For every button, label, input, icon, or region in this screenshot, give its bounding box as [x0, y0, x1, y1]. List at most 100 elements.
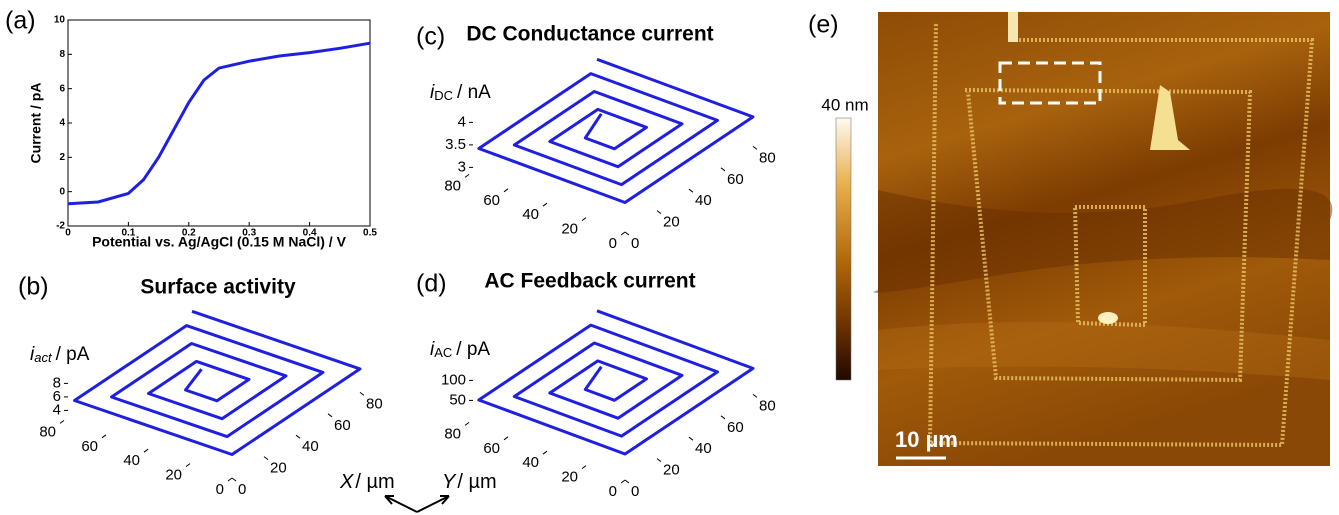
y-tick [625, 480, 629, 483]
x-tick-label: 20 [561, 221, 578, 238]
colorbar [836, 118, 851, 380]
y-tick-label: 20 [270, 460, 287, 477]
y-tick [689, 437, 693, 440]
z-axis-label: iAC/ pA [430, 339, 490, 360]
y-tick-label: 40 [695, 192, 712, 209]
spiral-trace [479, 59, 753, 202]
y-tick-label: 40 [695, 440, 712, 457]
x-tick-label: 0 [609, 483, 617, 500]
z-axis-label: iact/ pA [30, 344, 90, 365]
y-tick [264, 457, 268, 460]
y-axis-key: Y/ µm [442, 471, 497, 493]
x-tick-label: 0 [65, 228, 71, 239]
y-tick-label: 4 [59, 118, 65, 129]
x-tick [465, 422, 469, 425]
y-tick-label: 0 [631, 483, 639, 500]
x-tick [60, 420, 64, 423]
axis-unit: / µm [457, 471, 496, 493]
x-tick-label: 0 [609, 235, 617, 252]
x-tick [621, 232, 625, 235]
axis-unit: / µm [355, 471, 394, 493]
axis-symbol: Y [442, 471, 457, 493]
z-subscript: AC [434, 345, 452, 360]
y-tick [753, 146, 757, 149]
y-tick [721, 168, 725, 171]
x-tick-label: 40 [522, 454, 539, 471]
x-tick [621, 480, 625, 483]
x-axis-key: X/ µm [339, 471, 395, 493]
y-tick-label: 60 [727, 171, 744, 188]
y-tick-label: 40 [302, 438, 319, 455]
x-tick-label: 40 [123, 452, 140, 469]
y-tick-label: 2 [59, 152, 65, 163]
y-tick-label: 8 [59, 49, 65, 60]
x-tick-label: 80 [39, 423, 56, 440]
y-tick [232, 478, 236, 481]
scale-bar-label: 10 µm [895, 427, 958, 452]
axes-key-arrows [385, 496, 449, 512]
y-tick-label: 6 [59, 83, 65, 94]
y-tick [657, 211, 661, 214]
y-tick-label: 80 [759, 397, 776, 414]
x-axis-label: Potential vs. Ag/AgCl (0.15 M NaCl) / V [92, 234, 347, 250]
panel-title: Surface activity [140, 276, 296, 299]
y-tick-label: 80 [759, 149, 776, 166]
x-tick-label: 80 [444, 177, 461, 194]
panel-label: (d) [416, 270, 447, 298]
y-tick [625, 232, 629, 235]
z-tick-label: 100 [441, 371, 466, 388]
y-tick-label: 0 [59, 186, 65, 197]
panel-label: (b) [18, 273, 49, 301]
x-tick [228, 478, 232, 481]
y-tick-label: 20 [663, 462, 680, 479]
z-subscript: DC [434, 88, 453, 103]
y-tick-label: 60 [727, 419, 744, 436]
figure: X/ µm Y/ µm (a)-2024681000.10.20.30.40.5… [0, 0, 1339, 515]
z-tick-label: 8 [53, 374, 61, 391]
z-tick-label: 3 [458, 158, 466, 175]
y-tick [721, 416, 725, 419]
y-tick-label: 10 [54, 15, 66, 26]
x-tick-label: 0 [216, 481, 224, 498]
y-tick [657, 459, 661, 462]
y-axis-label: Current / pA [28, 83, 44, 164]
y-tick [328, 414, 332, 417]
panel-title: DC Conductance current [466, 23, 713, 46]
x-tick [543, 451, 547, 454]
x-tick [144, 449, 148, 452]
data-line [68, 43, 370, 204]
y-tick [360, 392, 364, 395]
y-tick-label: 0 [631, 235, 639, 252]
x-tick-label: 40 [522, 206, 539, 223]
panel-label: (c) [416, 23, 445, 51]
z-subscript: act [34, 350, 53, 365]
panel-label: (a) [5, 7, 36, 35]
z-tick-label: 4 [458, 113, 466, 130]
x-tick-label: 0.5 [363, 228, 377, 239]
y-tick-label: -2 [56, 221, 65, 232]
y-tick [296, 435, 300, 438]
afm-image [874, 12, 1333, 466]
colorbar-label: 40 nm [821, 95, 868, 114]
panel-label: (e) [808, 11, 839, 39]
y-tick-label: 0 [238, 481, 246, 498]
x-tick [504, 189, 508, 192]
y-tick-label: 80 [366, 395, 383, 412]
y-tick [689, 189, 693, 192]
y-tick-label: 60 [334, 417, 351, 434]
x-tick-label: 60 [81, 438, 98, 455]
x-tick-label: 60 [483, 440, 500, 457]
y-tick-label: 20 [663, 214, 680, 231]
y-tick [753, 394, 757, 397]
x-tick [582, 466, 586, 469]
x-tick [582, 218, 586, 221]
z-unit: / pA [456, 339, 490, 360]
x-tick-label: 60 [483, 192, 500, 209]
x-tick-label: 20 [561, 469, 578, 486]
axis-symbol: X [339, 471, 354, 493]
x-tick-label: 80 [444, 425, 461, 442]
z-unit: / nA [457, 82, 491, 103]
spiral-trace [75, 311, 361, 454]
z-tick-label: 3.5 [445, 136, 466, 153]
panel-title: AC Feedback current [484, 270, 695, 293]
